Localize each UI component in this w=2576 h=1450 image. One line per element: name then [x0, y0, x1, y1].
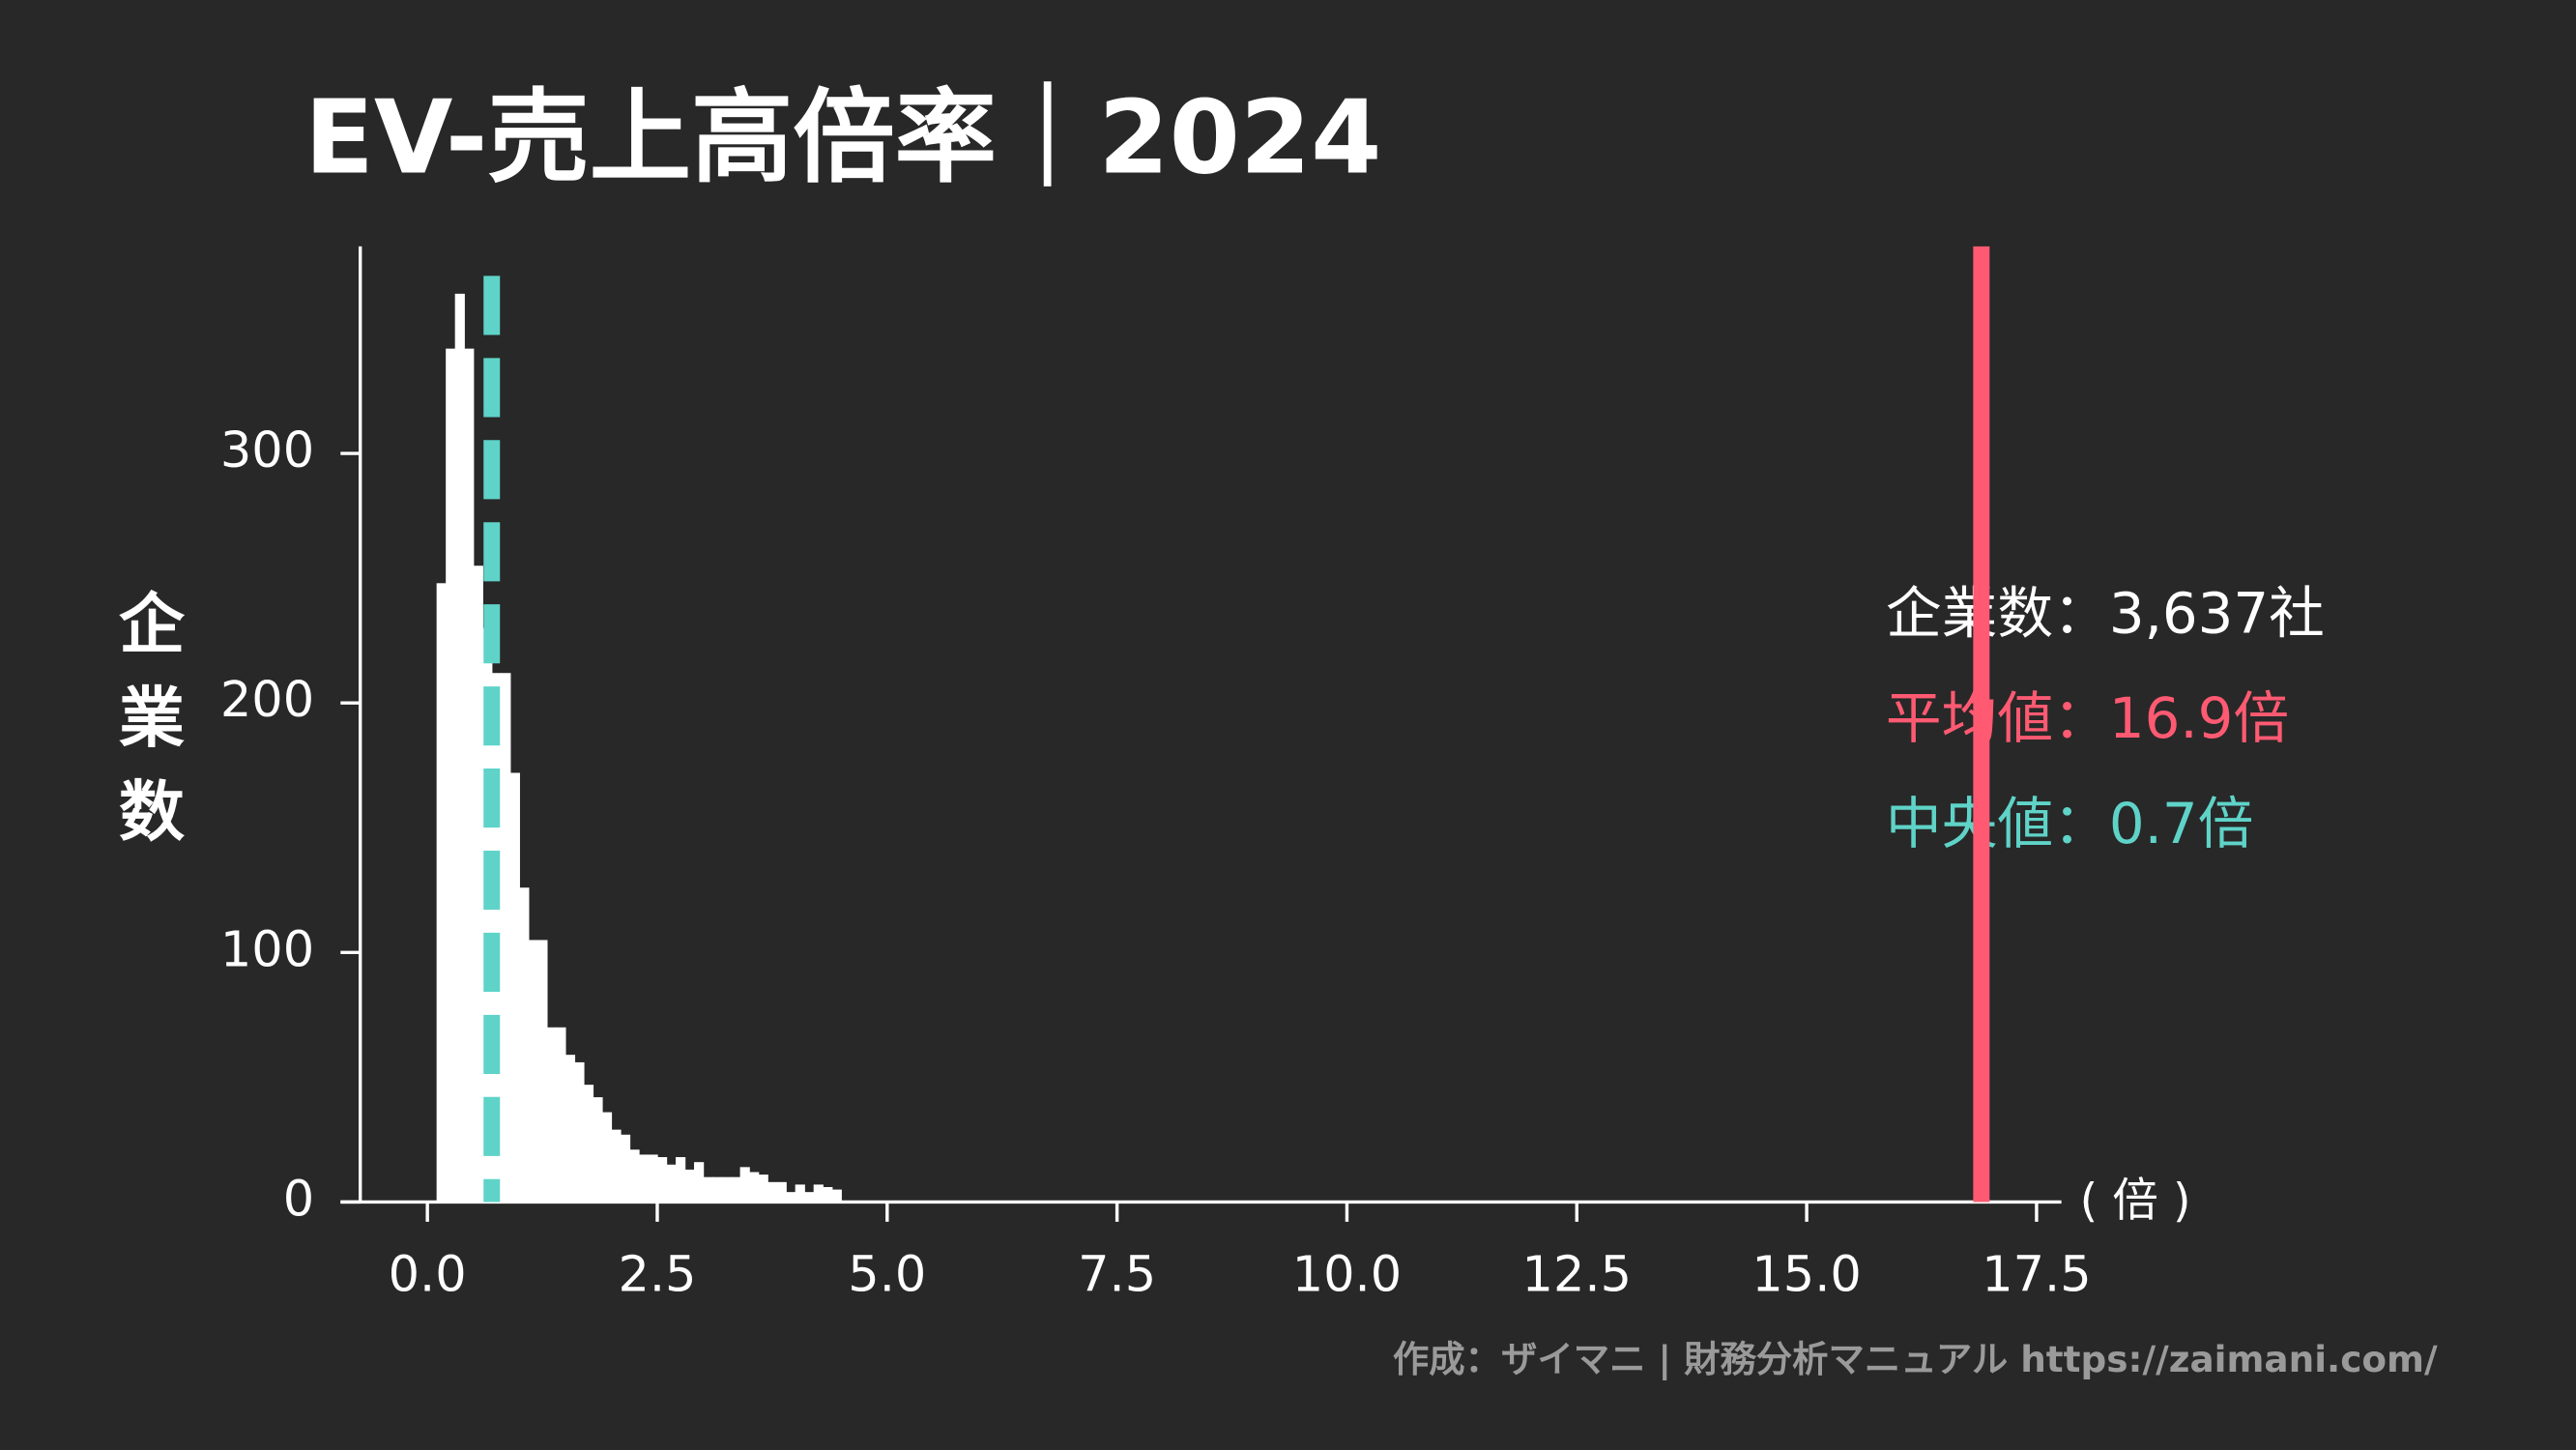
- bar: [601, 1112, 613, 1203]
- bar: [684, 1169, 695, 1203]
- x-tick-label: 17.5: [1982, 1247, 2091, 1304]
- y-tick-label: 200: [220, 672, 314, 729]
- credit: 作成：ザイマニ | 財務分析マニュアル https://zaimani.com/: [1393, 1338, 2438, 1381]
- bar: [795, 1184, 805, 1203]
- bar: [694, 1162, 705, 1203]
- x-tick-label: 5.0: [848, 1247, 926, 1304]
- bar: [739, 1167, 750, 1203]
- x-tick-label: 0.0: [389, 1247, 467, 1304]
- count-label: 企業数：3,637社: [1886, 580, 2325, 646]
- bar: [464, 348, 475, 1203]
- bar: [804, 1192, 815, 1203]
- bar: [712, 1176, 723, 1203]
- x-axis-label: ( 倍 ): [2080, 1174, 2191, 1228]
- bar: [629, 1149, 640, 1203]
- bar: [546, 1027, 558, 1203]
- bar: [703, 1176, 713, 1203]
- bar: [473, 566, 483, 1203]
- bar: [767, 1181, 778, 1203]
- bar: [776, 1181, 787, 1203]
- y-tick-label: 0: [283, 1171, 314, 1228]
- bar: [593, 1097, 603, 1203]
- bar: [436, 583, 447, 1203]
- bar: [537, 940, 548, 1203]
- bar: [564, 1055, 576, 1203]
- bar: [648, 1154, 658, 1203]
- y-axis-label: 企業数: [119, 587, 186, 851]
- x-tick-label: 15.0: [1751, 1247, 1861, 1304]
- x-tick-label: 12.5: [1522, 1247, 1632, 1304]
- bar: [813, 1184, 824, 1203]
- x-tick-label: 7.5: [1078, 1247, 1156, 1304]
- bar: [611, 1129, 622, 1203]
- bar: [583, 1085, 594, 1203]
- bar: [528, 940, 538, 1203]
- bar: [620, 1134, 631, 1203]
- bar: [446, 348, 456, 1203]
- bar: [501, 673, 511, 1203]
- mean-label: 平均値：16.9倍: [1886, 685, 2289, 751]
- bar: [574, 1061, 585, 1203]
- bar: [749, 1172, 760, 1203]
- chart-title: EV-売上高倍率｜2024: [304, 77, 1381, 196]
- bar: [519, 887, 530, 1203]
- median-label: 中央値：0.7倍: [1886, 791, 2254, 856]
- bar: [509, 772, 520, 1203]
- bar: [758, 1174, 768, 1203]
- bar: [823, 1186, 833, 1203]
- y-tick-label: 300: [220, 422, 314, 479]
- bar: [831, 1189, 842, 1203]
- bar: [676, 1157, 686, 1203]
- bar: [786, 1192, 796, 1203]
- bar: [666, 1164, 677, 1203]
- bar: [556, 1027, 566, 1203]
- bar: [482, 627, 493, 1203]
- bar: [656, 1157, 668, 1203]
- bar: [454, 293, 465, 1203]
- x-tick-label: 2.5: [618, 1247, 696, 1304]
- bar: [731, 1176, 741, 1203]
- bar: [721, 1176, 732, 1203]
- x-tick-label: 10.0: [1292, 1247, 1402, 1304]
- y-tick-label: 100: [220, 921, 314, 978]
- bar: [638, 1154, 650, 1203]
